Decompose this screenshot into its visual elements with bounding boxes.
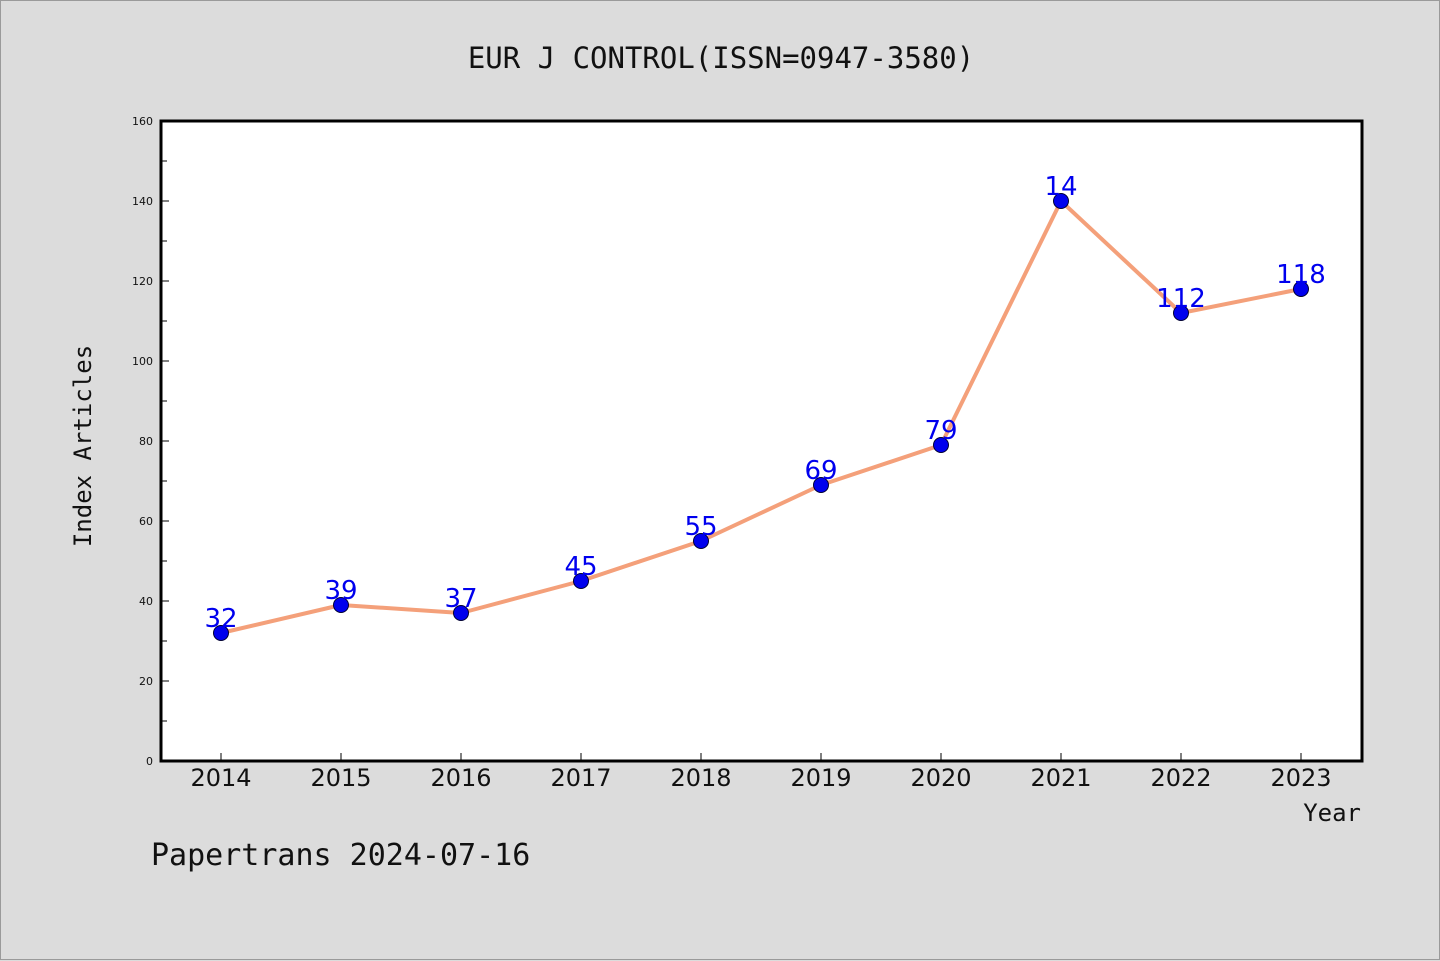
y-axis-title: Index Articles bbox=[69, 345, 97, 547]
data-point bbox=[1053, 193, 1069, 209]
data-point bbox=[213, 625, 229, 641]
series-line bbox=[219, 199, 1303, 635]
data-point bbox=[1173, 305, 1189, 321]
y-tick-label: 100 bbox=[132, 355, 153, 368]
data-label: 45 bbox=[564, 552, 597, 582]
x-tick-label: 2015 bbox=[310, 764, 371, 792]
y-tick-label: 140 bbox=[132, 195, 153, 208]
x-tick-label: 2017 bbox=[550, 764, 611, 792]
x-tick-label: 2016 bbox=[430, 764, 491, 792]
x-tick-label: 2023 bbox=[1270, 764, 1331, 792]
y-tick-label: 120 bbox=[132, 275, 153, 288]
x-axis-title: Year bbox=[1303, 799, 1361, 827]
data-label: 37 bbox=[444, 584, 477, 614]
data-point bbox=[933, 437, 949, 453]
y-tick-label: 80 bbox=[139, 435, 153, 448]
y-tick-label: 40 bbox=[139, 595, 153, 608]
x-tick-label: 2014 bbox=[190, 764, 251, 792]
y-axis: 0 20 40 60 80 100 120 140 160 bbox=[132, 115, 169, 768]
data-point bbox=[813, 477, 829, 493]
series-layer: 32 39 37 45 55 69 79 14 112 118 bbox=[204, 172, 1326, 641]
data-label: 14 bbox=[1044, 172, 1077, 202]
y-tick-label: 160 bbox=[132, 115, 153, 128]
footer-credit: Papertrans 2024-07-16 bbox=[151, 838, 530, 873]
x-tick-label: 2022 bbox=[1150, 764, 1211, 792]
data-point bbox=[693, 533, 709, 549]
data-point bbox=[453, 605, 469, 621]
x-tick-label: 2020 bbox=[910, 764, 971, 792]
plot-area bbox=[159, 119, 1364, 763]
data-label: 55 bbox=[684, 512, 717, 542]
data-label: 32 bbox=[204, 604, 237, 634]
y-tick-label: 0 bbox=[146, 755, 153, 768]
x-axis: 2014 2015 2016 2017 2018 2019 2020 2021 2022 2023 bbox=[190, 753, 1332, 792]
chart-title: EUR J CONTROL(ISSN=0947-3580) bbox=[468, 41, 974, 75]
data-point bbox=[573, 573, 589, 589]
data-label: 79 bbox=[924, 416, 957, 446]
data-label: 69 bbox=[804, 456, 837, 486]
x-tick-label: 2018 bbox=[670, 764, 731, 792]
x-tick-label: 2021 bbox=[1030, 764, 1091, 792]
y-tick-label: 60 bbox=[139, 515, 153, 528]
x-tick-label: 2019 bbox=[790, 764, 851, 792]
data-label: 39 bbox=[324, 576, 357, 606]
data-point bbox=[1293, 281, 1309, 297]
data-label: 118 bbox=[1276, 260, 1326, 290]
data-point bbox=[333, 597, 349, 613]
data-label: 112 bbox=[1156, 284, 1206, 314]
y-tick-label: 20 bbox=[139, 675, 153, 688]
